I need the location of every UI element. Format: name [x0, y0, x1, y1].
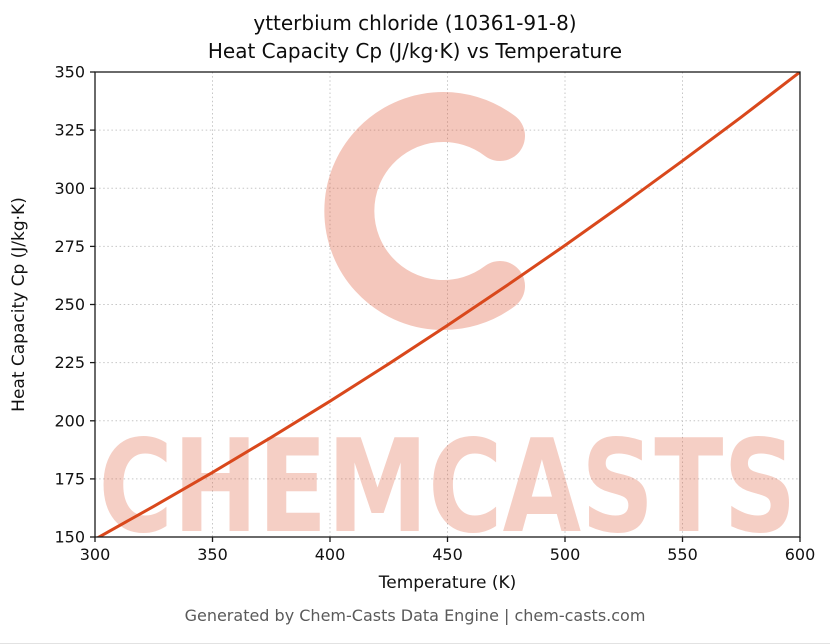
x-axis-label: Temperature (K)	[378, 573, 517, 593]
tick-label-x: 350	[197, 545, 228, 564]
tick-label-x: 500	[550, 545, 581, 564]
tick-label-x: 300	[80, 545, 111, 564]
tick-label-y: 225	[54, 353, 85, 372]
tick-label-x: 600	[785, 545, 816, 564]
tick-label-y: 175	[54, 469, 85, 488]
chart-title-line2: Heat Capacity Cp (J/kg·K) vs Temperature	[207, 39, 623, 63]
watermark-c-swirl-icon	[324, 92, 525, 330]
tick-label-y: 325	[54, 121, 85, 140]
tick-label-x: 400	[315, 545, 346, 564]
tick-label-x: 550	[667, 545, 698, 564]
tick-label-x: 450	[432, 545, 463, 564]
tick-label-y: 150	[54, 528, 85, 547]
tick-label-y: 250	[54, 295, 85, 314]
chart-title: ytterbium chloride (10361-91-8) Heat Cap…	[0, 9, 830, 65]
data-line	[96, 72, 800, 537]
chart-title-line1: ytterbium chloride (10361-91-8)	[253, 11, 577, 35]
y-axis-label: Heat Capacity Cp (J/kg·K)	[9, 197, 29, 412]
watermark-text: CHEMCASTS	[99, 413, 797, 562]
footer-credit: Generated by Chem-Casts Data Engine | ch…	[184, 606, 646, 625]
tick-label-y: 300	[54, 179, 85, 198]
tick-label-y: 275	[54, 237, 85, 256]
tick-label-y: 200	[54, 411, 85, 430]
tick-label-y: 350	[54, 63, 85, 82]
